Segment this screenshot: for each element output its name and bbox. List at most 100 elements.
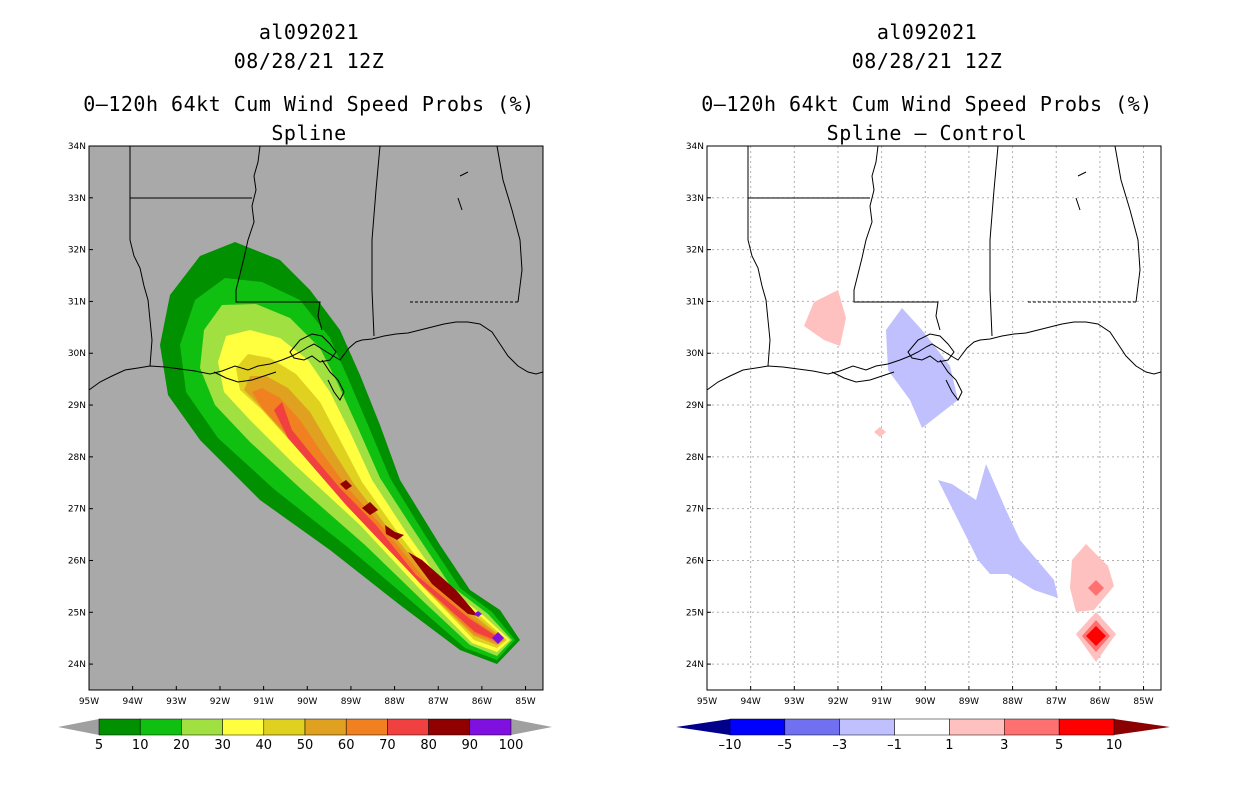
lon-tick-label: 94W [122, 697, 142, 707]
lat-tick-label: 26N [686, 556, 704, 566]
lon-tick-label: 89W [341, 697, 361, 707]
lon-tick-label: 93W [166, 697, 186, 707]
colorbar-label: 30 [214, 738, 231, 753]
colorbar-label: 90 [462, 738, 479, 753]
lat-tick-label: 33N [68, 194, 86, 204]
anomaly-positive-east-a-inner [1088, 580, 1104, 596]
map-subtitle: Spline [271, 121, 347, 145]
contour-100b [474, 611, 482, 617]
colorbar-swatch [387, 718, 429, 736]
lat-tick-label: 25N [68, 608, 86, 618]
colorbar-swatch [949, 718, 1005, 736]
lon-tick-label: 92W [828, 697, 848, 707]
map-subtitle: Spline – Control [826, 121, 1028, 145]
probability-contours [89, 146, 543, 664]
lon-tick-label: 92W [210, 697, 230, 707]
lat-tick-label: 24N [686, 660, 704, 670]
colorbar-arrow-right-icon [1114, 719, 1170, 735]
colorbar-swatch [784, 718, 840, 736]
colorbar-label: 20 [173, 738, 190, 753]
storm-id-label: al092021 [258, 20, 360, 44]
colorbar-swatch [181, 718, 223, 736]
colorbar: –10 –5 –3 –1 1 3 5 10 [676, 718, 1170, 753]
lon-tick-label: 95W [697, 697, 717, 707]
lon-tick-label: 86W [472, 697, 492, 707]
colorbar-arrow-left-icon [676, 719, 730, 735]
datetime-label: 08/28/21 12Z [233, 49, 385, 73]
datetime-label: 08/28/21 12Z [851, 49, 1003, 73]
colorbar-swatch [1004, 718, 1060, 736]
lat-tick-label: 31N [68, 297, 86, 307]
lon-tick-label: 85W [1133, 697, 1153, 707]
lat-tick-label: 29N [68, 401, 86, 411]
colorbar-arrow-left-icon [58, 719, 99, 735]
lon-tick-label: 86W [1090, 697, 1110, 707]
axis-ticks: 95W 94W 93W 92W 91W 90W 89W 88W 87W 86W 85W 24N 25N 2… [68, 142, 536, 707]
colorbar-swatch [345, 718, 388, 736]
lon-tick-label: 94W [740, 697, 760, 707]
lat-tick-label: 26N [68, 556, 86, 566]
lat-tick-label: 32N [686, 246, 704, 256]
lon-tick-label: 90W [297, 697, 317, 707]
colorbar-arrow-right-icon [511, 719, 552, 735]
lon-tick-label: 88W [1002, 697, 1022, 707]
lat-tick-label: 34N [68, 142, 86, 152]
colorbar-label: 5 [1055, 738, 1063, 753]
lat-tick-label: 28N [68, 453, 86, 463]
colorbar-swatch [894, 718, 950, 736]
lat-tick-label: 25N [686, 608, 704, 618]
axis-ticks: 95W 94W 93W 92W 91W 90W 89W 88W 87W 86W 85W 24N 25N 2… [686, 142, 1154, 707]
lat-tick-label: 28N [686, 453, 704, 463]
colorbar-label: 100 [499, 738, 524, 753]
colorbar-swatch [139, 718, 182, 736]
colorbar-swatch [222, 718, 265, 736]
anomaly-positive-small [874, 427, 886, 437]
anomaly-positive-sw-louisiana [804, 290, 846, 346]
lon-tick-label: 87W [1046, 697, 1066, 707]
colorbar-label: 10 [1106, 738, 1123, 753]
lon-tick-label: 95W [79, 697, 99, 707]
lat-tick-label: 31N [686, 297, 704, 307]
map-frame [88, 145, 544, 691]
lon-tick-label: 85W [515, 697, 535, 707]
colorbar-swatch [98, 718, 141, 736]
colorbar-swatch [729, 718, 786, 736]
lon-tick-label: 91W [871, 697, 891, 707]
colorbar-swatch [839, 718, 895, 736]
lon-tick-label: 88W [384, 697, 404, 707]
anomaly-negative-central-gulf [938, 464, 1058, 598]
colorbar-label: –1 [887, 738, 902, 753]
lat-tick-label: 33N [686, 194, 704, 204]
contour-60 [252, 388, 503, 643]
lon-tick-label: 93W [784, 697, 804, 707]
anomaly-positive-east-b-inner [1086, 626, 1106, 646]
lat-tick-label: 32N [68, 246, 86, 256]
colorbar-label: 40 [256, 738, 273, 753]
contour-90c [362, 502, 378, 515]
colorbar-label: 60 [338, 738, 355, 753]
colorbar-label: 5 [95, 738, 103, 753]
right-panel: al092021 08/28/21 12Z 0–120h 64kt Cum Wi… [618, 0, 1236, 800]
contour-90d [340, 480, 352, 490]
colorbar-label: 3 [1000, 738, 1008, 753]
map-title: 0–120h 64kt Cum Wind Speed Probs (%) [83, 92, 535, 116]
lat-tick-label: 29N [686, 401, 704, 411]
colorbar-label: 50 [297, 738, 314, 753]
colorbar-label: 1 [945, 738, 953, 753]
colorbar-label: 10 [132, 738, 149, 753]
colorbar: 5 10 20 30 40 50 60 70 80 90 100 [58, 718, 552, 753]
colorbar-swatch [263, 718, 306, 736]
probability-map: 95W 94W 93W 92W 91W 90W 89W 88W 87W 86W 85W 24N 25N 2… [58, 142, 552, 753]
map-frame [706, 145, 1162, 691]
lon-tick-label: 91W [253, 697, 273, 707]
colorbar-swatch [428, 718, 471, 736]
colorbar-swatch [1058, 718, 1115, 736]
lon-tick-label: 89W [959, 697, 979, 707]
colorbar-label: 70 [379, 738, 396, 753]
anomaly-positive-east-a [1070, 544, 1114, 612]
contour-100 [492, 632, 504, 644]
colorbar-swatch [469, 718, 512, 736]
difference-map: 95W 94W 93W 92W 91W 90W 89W 88W 87W 86W 85W 24N 25N 2… [676, 142, 1170, 753]
lat-tick-label: 34N [686, 142, 704, 152]
anomaly-negative-se-louisiana [886, 308, 958, 428]
